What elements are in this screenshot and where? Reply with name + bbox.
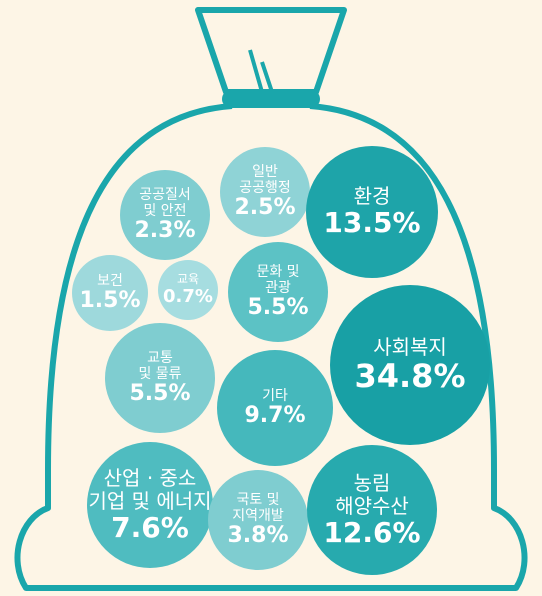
category-label: 기타 (262, 387, 288, 404)
bubble: 교통 및 물류 5.5% (105, 323, 215, 433)
value-label: 34.8% (354, 356, 466, 395)
bubble: 문화 및 관광 5.5% (228, 242, 328, 342)
category-label: 일반 공공행정 (239, 163, 291, 196)
category-label: 농림 해양수산 (335, 470, 409, 518)
category-label: 교육 (176, 272, 200, 287)
bubble: 산업 · 중소 기업 및 에너지 7.6% (87, 442, 213, 568)
category-label: 공공질서 및 안전 (139, 186, 191, 219)
bag-body (14, 103, 528, 591)
bubble: 기타 9.7% (217, 350, 333, 466)
bubble: 일반 공공행정 2.5% (220, 147, 310, 237)
bubble: 공공질서 및 안전 2.3% (120, 170, 210, 260)
category-label: 산업 · 중소 기업 및 에너지 (88, 465, 212, 513)
category-label: 국토 및 지역개발 (232, 491, 284, 524)
value-label: 3.8% (227, 523, 289, 548)
value-label: 13.5% (323, 206, 421, 240)
value-label: 12.6% (323, 515, 421, 549)
bubble: 국토 및 지역개발 3.8% (208, 470, 308, 570)
value-label: 2.3% (134, 218, 196, 243)
bag-neck (195, 7, 347, 95)
bag-strings (248, 49, 274, 93)
value-label: 7.6% (111, 510, 189, 544)
value-label: 5.5% (247, 295, 309, 320)
value-label: 2.5% (234, 195, 296, 220)
value-label: 9.7% (244, 402, 306, 428)
bubble: 교육 0.7% (158, 260, 218, 320)
bubble: 환경 13.5% (306, 146, 438, 278)
value-label: 0.7% (163, 286, 213, 307)
bubble: 사회복지 34.8% (330, 285, 490, 445)
category-label: 환경 (353, 184, 391, 209)
value-label: 5.5% (129, 381, 191, 406)
bubble: 농림 해양수산 12.6% (307, 445, 437, 575)
category-label: 사회복지 (373, 334, 447, 359)
bag-collar (222, 90, 320, 108)
category-label: 문화 및 관광 (256, 263, 300, 296)
category-label: 보건 (97, 272, 123, 289)
bubble: 보건 1.5% (72, 255, 148, 331)
category-label: 교통 및 물류 (138, 349, 182, 382)
value-label: 1.5% (79, 287, 141, 313)
